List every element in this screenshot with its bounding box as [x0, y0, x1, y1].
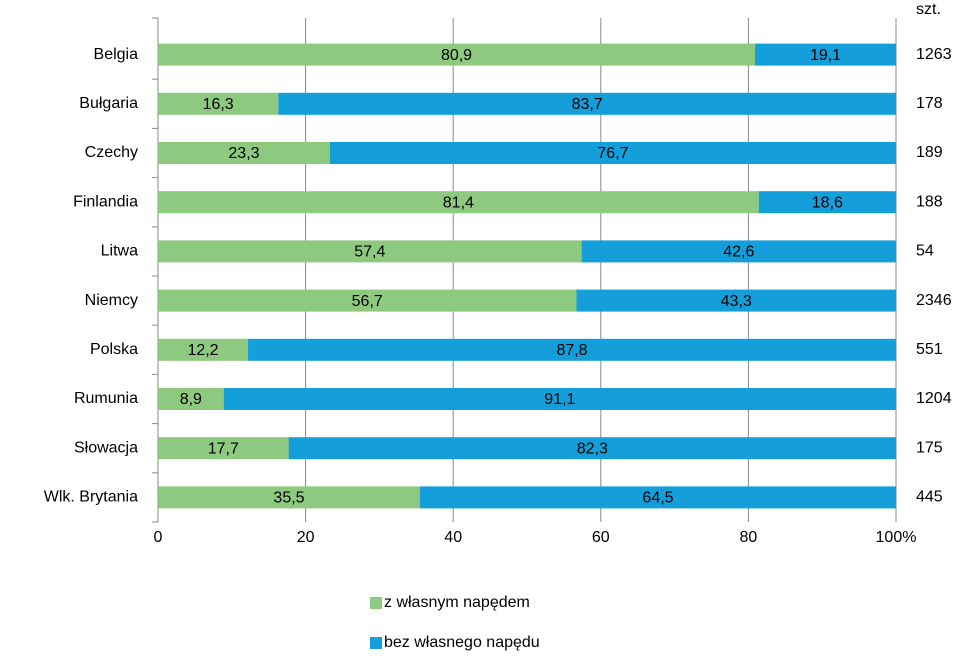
value-label: 57,4 [354, 244, 385, 261]
value-label: 42,6 [723, 244, 754, 261]
y-tick-label: Niemcy [85, 292, 138, 309]
bar-segment [158, 486, 420, 509]
legend-swatch [370, 637, 382, 649]
bar-segment [581, 240, 896, 263]
total-label: 54 [916, 243, 934, 260]
y-tick-label: Belgia [94, 46, 139, 63]
legend-swatch [370, 597, 382, 609]
x-tick-label: 20 [297, 529, 315, 546]
value-label: 56,7 [352, 293, 383, 310]
total-label: 189 [916, 144, 943, 161]
value-label: 18,6 [812, 194, 843, 211]
legend-label: bez własnego napędu [384, 634, 540, 651]
totals-header: szt. [916, 1, 941, 18]
total-label: 1204 [916, 390, 952, 407]
bar-segment [278, 92, 896, 115]
y-tick-label: Litwa [101, 243, 138, 260]
y-tick-label: Czechy [85, 144, 138, 161]
x-tick-label: 40 [444, 529, 462, 546]
y-tick-label: Polska [90, 341, 138, 358]
value-label: 8,9 [180, 391, 202, 408]
total-label: 178 [916, 95, 943, 112]
value-label: 19,1 [810, 47, 841, 64]
value-label: 81,4 [443, 194, 474, 211]
bar-segment [158, 191, 759, 214]
total-label: 1263 [916, 46, 952, 63]
bar-segment [158, 92, 279, 115]
bar-segment [288, 437, 897, 460]
bar-segment [329, 142, 897, 164]
total-label: 188 [916, 193, 943, 210]
value-label: 12,2 [187, 342, 218, 359]
total-label: 445 [916, 489, 943, 506]
bar-segment [158, 240, 582, 263]
value-label: 82,3 [577, 440, 608, 457]
value-label: 91,1 [544, 391, 575, 408]
y-tick-label: Słowacja [74, 439, 138, 456]
bar-segment [755, 43, 896, 66]
y-tick-label: Wlk. Brytania [44, 489, 138, 506]
value-label: 83,7 [572, 96, 603, 113]
total-label: 551 [916, 341, 943, 358]
value-label: 64,5 [642, 490, 673, 507]
value-label: 87,8 [556, 342, 587, 359]
x-tick-label: 80 [740, 529, 758, 546]
y-tick-label: Bułgaria [79, 95, 138, 112]
bar-segment [576, 289, 896, 312]
total-label: 175 [916, 439, 943, 456]
value-label: 17,7 [208, 440, 239, 457]
bar-segment [248, 338, 896, 361]
value-label: 35,5 [273, 490, 304, 507]
bar-segment [158, 437, 289, 460]
y-tick-label: Finlandia [73, 193, 138, 210]
bar-segment [158, 142, 330, 164]
value-label: 76,7 [597, 145, 628, 162]
x-tick-label: 60 [592, 529, 610, 546]
legend-label: z własnym napędem [384, 594, 530, 611]
total-label: 2346 [916, 292, 952, 309]
y-tick-label: Rumunia [74, 390, 138, 407]
value-label: 80,9 [441, 47, 472, 64]
value-label: 23,3 [228, 145, 259, 162]
bar-segment [223, 388, 896, 410]
x-tick-label: 0 [154, 529, 163, 546]
value-label: 43,3 [721, 293, 752, 310]
value-label: 16,3 [203, 96, 234, 113]
bar-segment [758, 191, 896, 214]
bar-segment [158, 43, 756, 66]
bar-segment [158, 338, 249, 361]
bar-segment [419, 486, 896, 509]
bar-segment [158, 289, 577, 312]
x-tick-label: 100% [876, 529, 917, 546]
bar-segment [158, 388, 224, 410]
